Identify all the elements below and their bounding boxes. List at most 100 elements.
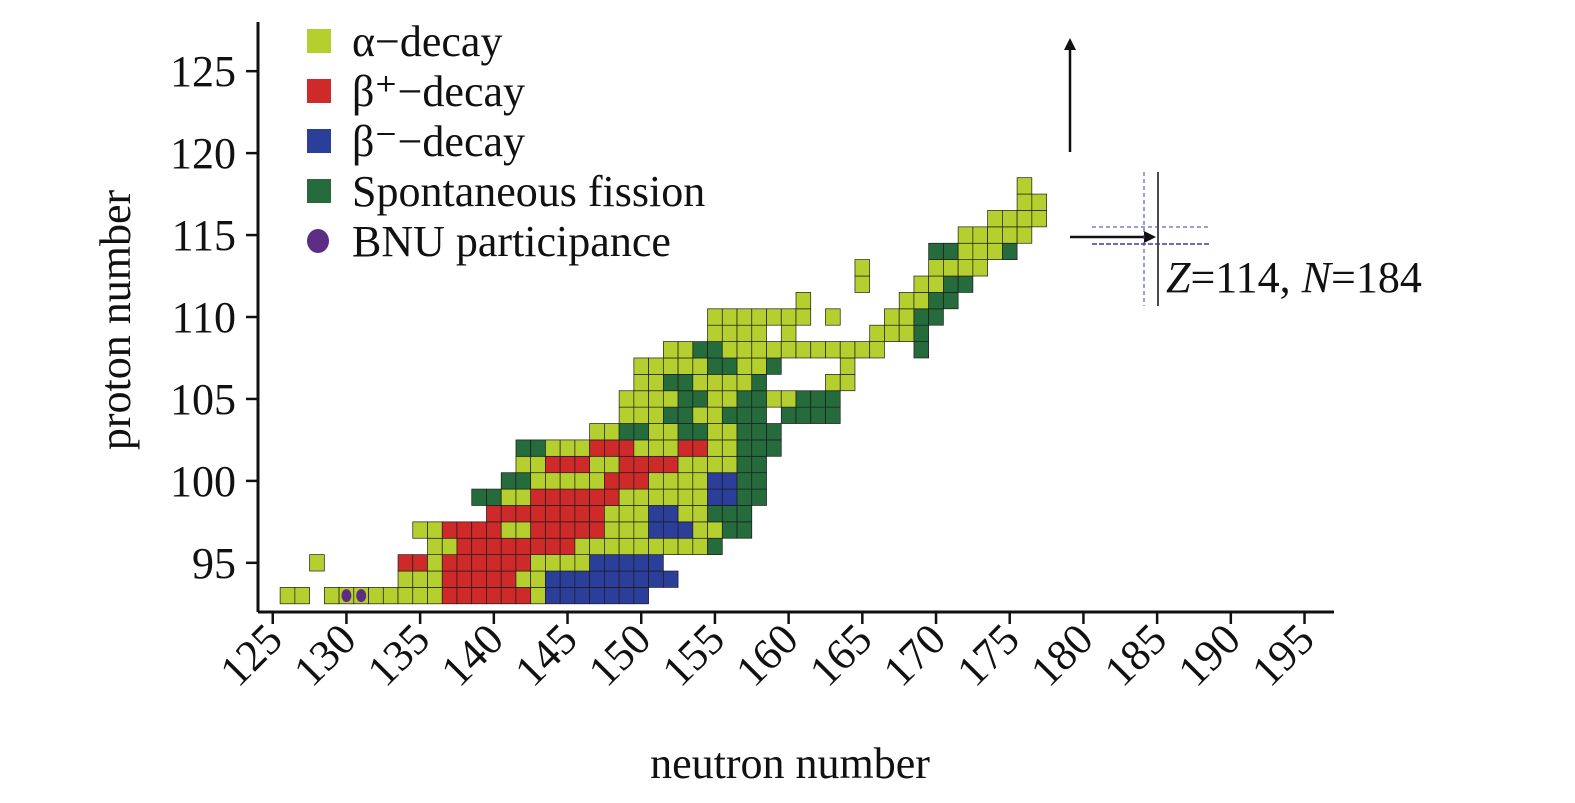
nuclide-cell-alpha <box>795 292 812 310</box>
nuclide-cell-fission <box>707 357 723 375</box>
nuclide-cell-alpha <box>633 521 649 539</box>
nuclide-cell-beta_plus <box>574 521 590 539</box>
nuclide-cell-alpha <box>427 521 443 539</box>
nuclide-cell-alpha <box>545 472 561 490</box>
x-tick-label: 170 <box>874 614 955 695</box>
nuclide-cell-fission <box>928 292 944 310</box>
nuclide-cell-alpha <box>648 406 664 424</box>
nuclide-cell-alpha <box>692 374 708 392</box>
nuclide-cell-alpha <box>604 455 620 474</box>
nuclide-cell-alpha <box>721 324 738 342</box>
nuclide-cell-alpha <box>604 505 620 523</box>
nuclide-cell-alpha <box>707 423 723 441</box>
nuclide-cell-fission <box>928 308 944 326</box>
nuclide-cell-alpha <box>972 242 988 260</box>
nuclide-cell-alpha <box>559 554 576 572</box>
nuclide-cell-beta_plus <box>530 505 546 523</box>
nuclide-cell-beta_minus <box>589 570 605 588</box>
nuclide-cell-alpha <box>677 357 694 375</box>
x-tick-label: 185 <box>1095 614 1176 695</box>
nuclide-cell-alpha <box>648 423 664 441</box>
nuclide-cell-beta_plus <box>500 537 517 555</box>
legend-label-beta_minus: β⁻−decay <box>352 117 525 166</box>
nuclide-cell-beta_minus <box>662 505 679 523</box>
nuclide-cell-alpha <box>780 308 797 326</box>
nuclide-cell-alpha <box>957 259 974 277</box>
nuclide-cell-fission <box>751 439 767 457</box>
nuclide-cell-fission <box>751 472 767 490</box>
nuclide-cell-beta_plus <box>545 455 561 474</box>
nuclide-cell-beta_plus <box>441 521 458 539</box>
nuclide-cell-alpha <box>662 423 679 441</box>
bnu-point <box>341 589 352 603</box>
right-arrow-head <box>1144 231 1156 243</box>
nuclide-cell-alpha <box>648 537 664 555</box>
nuclide-cell-alpha <box>721 308 738 326</box>
legend-marker-beta_plus <box>307 79 331 103</box>
nuclide-cell-alpha <box>987 210 1003 228</box>
nuclide-cell-fission <box>471 488 487 506</box>
nuclide-cell-alpha <box>795 308 812 326</box>
nuclide-cell-beta_minus <box>648 554 664 572</box>
nuclide-cell-alpha <box>854 275 871 293</box>
nuclide-cell-alpha <box>530 587 546 605</box>
nuclide-cell-beta_plus <box>456 521 473 539</box>
legend-label-beta_plus: β⁺−decay <box>352 67 525 116</box>
nuclide-cell-beta_plus <box>618 472 635 490</box>
nuclide-cell-beta_plus <box>471 587 487 605</box>
nuclide-cell-alpha <box>913 292 930 310</box>
x-tick-label: 150 <box>579 614 660 695</box>
nuclide-cell-fission <box>736 521 753 539</box>
nuclide-cell-alpha <box>574 537 590 555</box>
nuclide-cell-alpha <box>604 423 620 441</box>
nuclide-cell-fission <box>500 472 517 490</box>
nuclide-cell-alpha <box>736 357 753 375</box>
nuclide-cell-beta_minus <box>677 521 694 539</box>
nuclide-cell-fission <box>692 423 708 441</box>
nuclide-cell-alpha <box>382 587 399 605</box>
nuclide-cell-beta_minus <box>721 472 738 490</box>
nuclide-cell-alpha <box>766 341 782 359</box>
y-tick-label: 115 <box>172 211 236 260</box>
nuclide-cell-beta_plus <box>574 455 590 474</box>
nuclide-cell-alpha <box>751 341 767 359</box>
nuclide-cell-alpha <box>692 505 708 523</box>
nuclide-cell-beta_minus <box>574 587 590 605</box>
nuclide-cell-beta_plus <box>589 505 605 523</box>
nuclide-cell-alpha <box>751 324 767 342</box>
x-tick-label: 160 <box>726 614 807 695</box>
nuclide-cell-fission <box>736 423 753 441</box>
nuclide-cell-beta_plus <box>486 587 502 605</box>
nuclide-cell-alpha <box>648 357 664 375</box>
nuclide-cell-beta_plus <box>589 521 605 539</box>
nuclide-cell-beta_plus <box>530 521 546 539</box>
nuclide-cell-alpha <box>574 554 590 572</box>
x-tick-label: 145 <box>505 614 586 695</box>
nuclide-cell-fission <box>736 472 753 490</box>
nuclide-cell-beta_plus <box>412 554 428 572</box>
nuclide-cell-beta_minus <box>633 570 649 588</box>
nuclide-cell-beta_plus <box>515 554 532 572</box>
nuclide-cell-fission <box>633 423 649 441</box>
y-tick-label: 105 <box>170 375 236 424</box>
nuclide-cell-beta_plus <box>545 521 561 539</box>
nuclide-cell-alpha <box>736 341 753 359</box>
nuclide-cell-alpha <box>633 406 649 424</box>
nuclide-cell-alpha <box>397 570 414 588</box>
nuclide-cell-beta_plus <box>633 455 649 474</box>
nuclide-cell-alpha <box>662 357 679 375</box>
nuclide-cell-fission <box>766 423 782 441</box>
nuclide-cell-alpha <box>662 390 679 408</box>
nuclide-cell-alpha <box>294 587 310 605</box>
nuclide-cell-alpha <box>957 226 974 244</box>
nuclide-cell-beta_plus <box>545 488 561 506</box>
nuclide-cell-alpha <box>736 374 753 392</box>
bnu-points <box>341 589 367 603</box>
nuclide-cell-beta_plus <box>500 570 517 588</box>
nuclide-cell-alpha <box>530 554 546 572</box>
nuclide-cell-alpha <box>707 406 723 424</box>
nuclide-cell-alpha <box>1016 177 1033 195</box>
nuclide-cell-fission <box>721 521 738 539</box>
